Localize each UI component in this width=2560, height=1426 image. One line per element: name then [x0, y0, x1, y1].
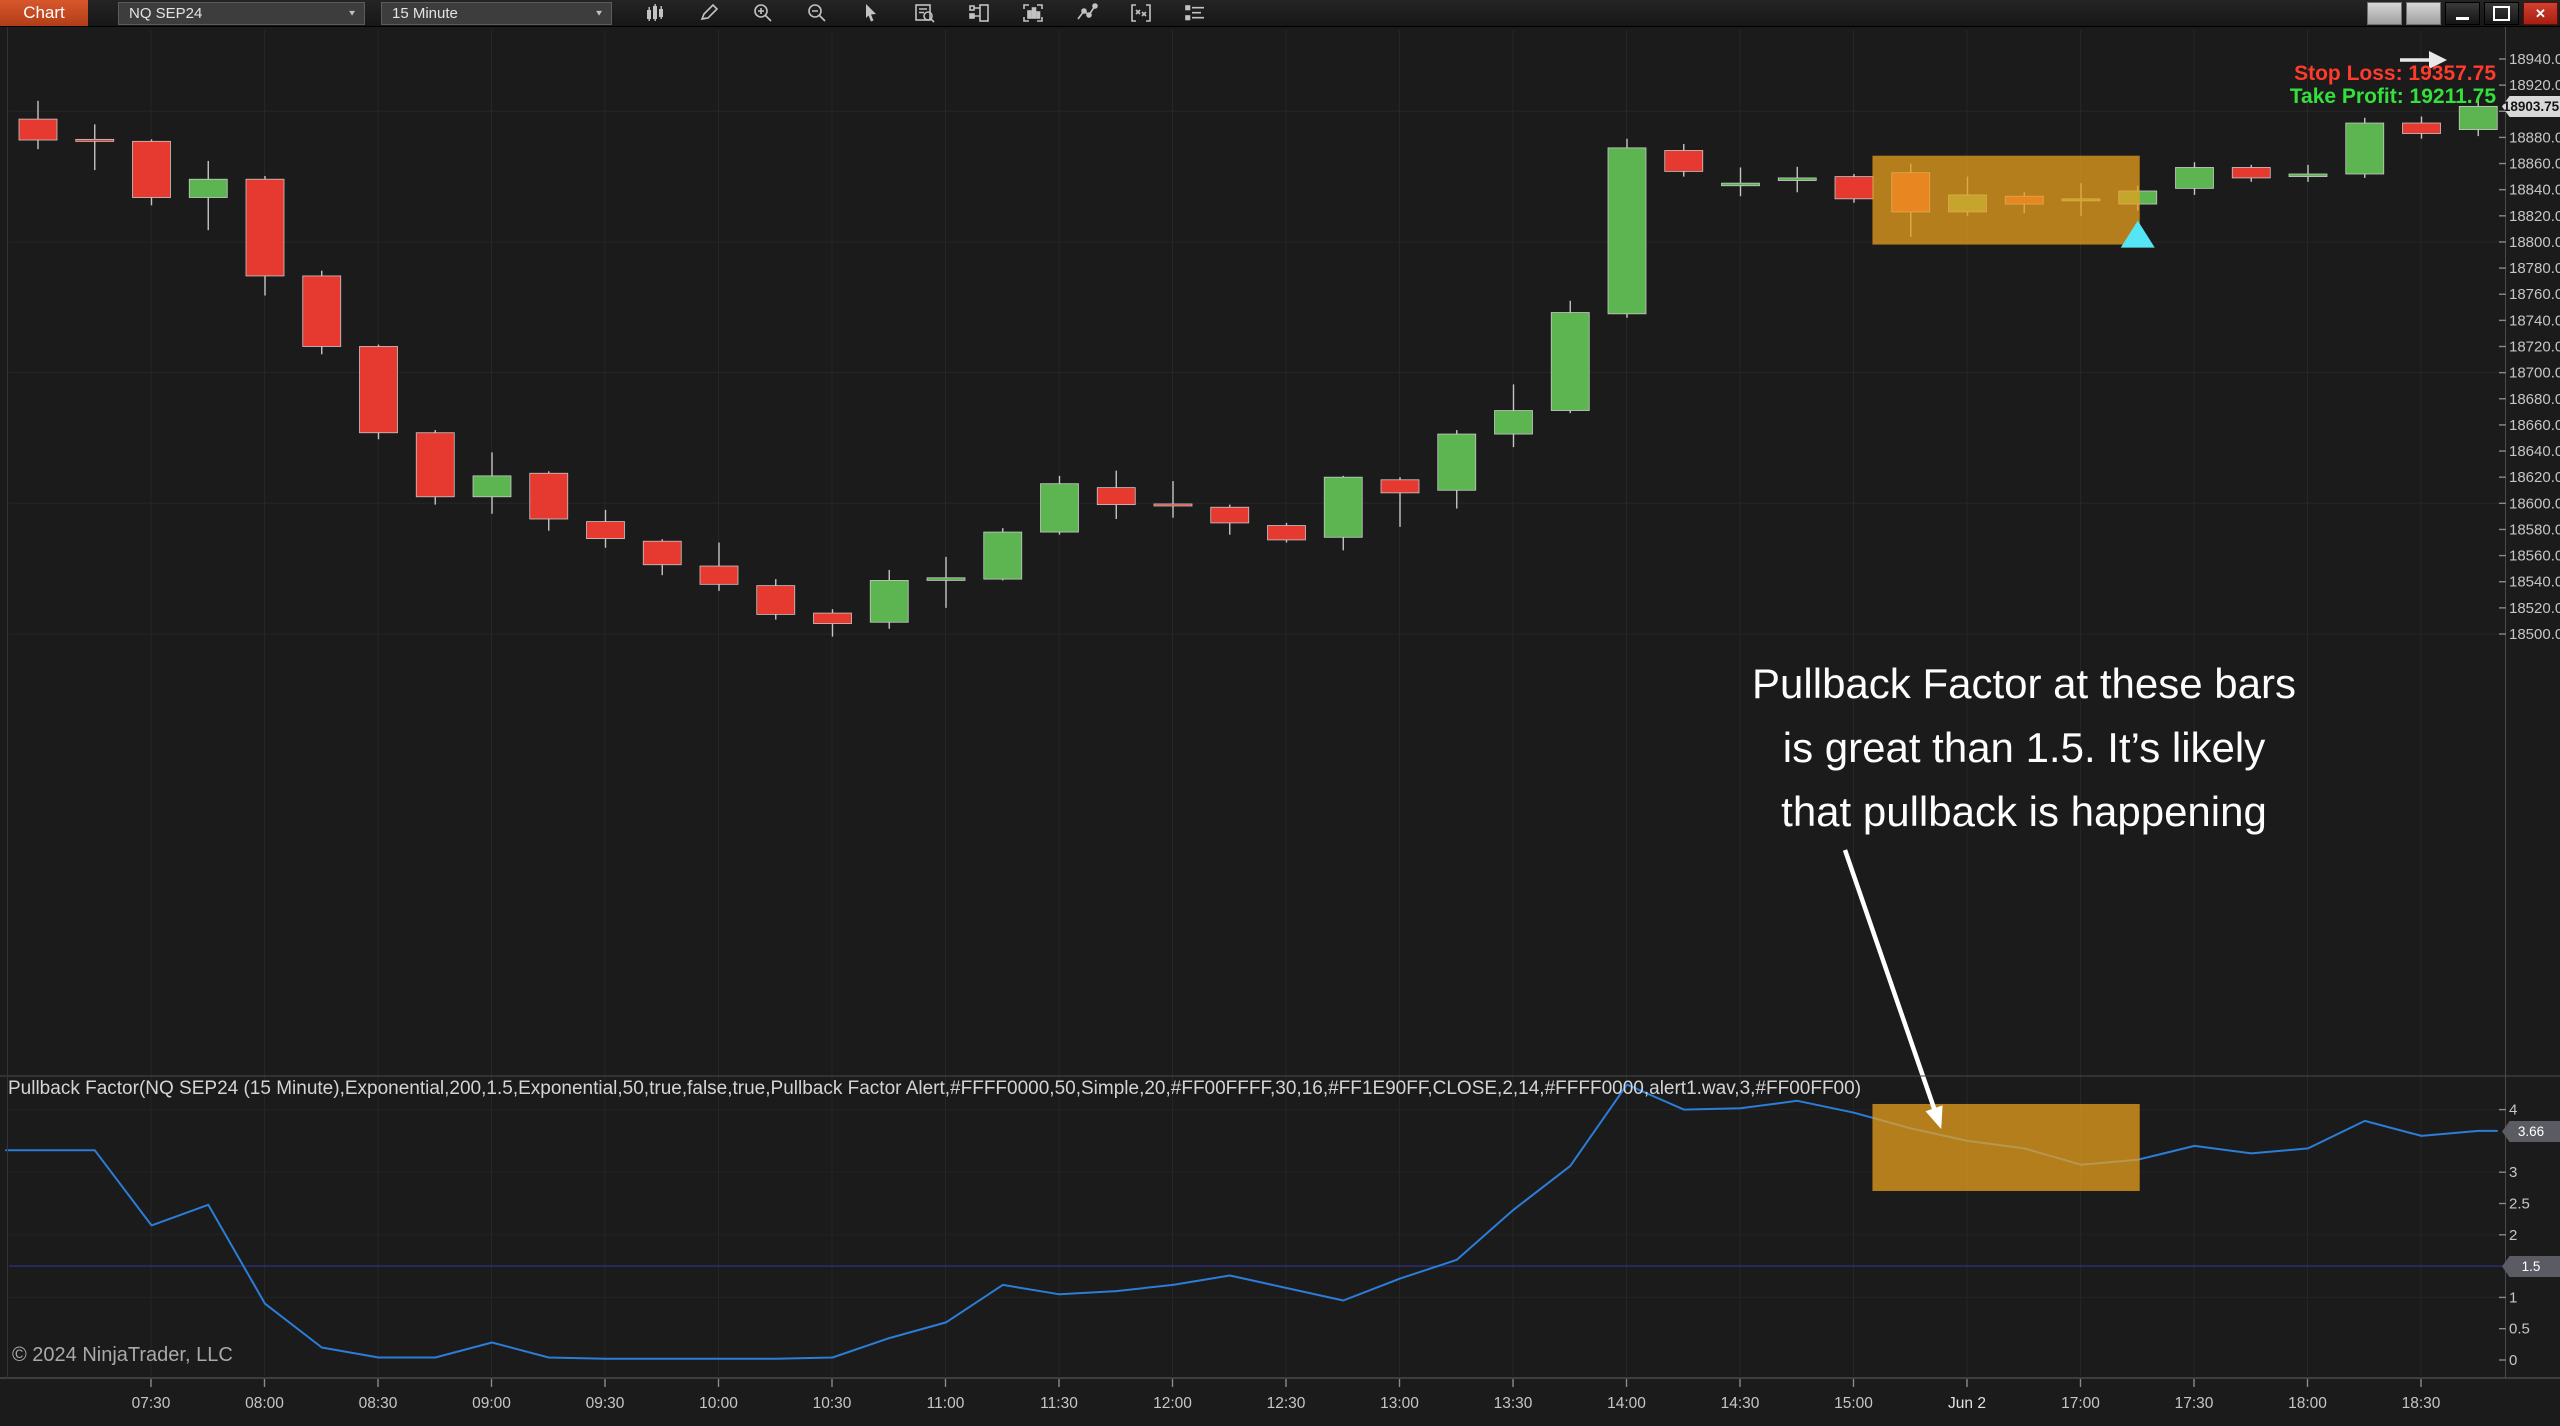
- svg-text:Jun 2: Jun 2: [1948, 1395, 1986, 1412]
- svg-text:13:00: 13:00: [1380, 1395, 1419, 1412]
- zoom-in-icon[interactable]: [748, 2, 778, 24]
- svg-text:18760.00: 18760.00: [2509, 286, 2560, 303]
- svg-text:10:30: 10:30: [813, 1395, 852, 1412]
- maximize-button[interactable]: [2484, 2, 2519, 25]
- svg-text:18740.00: 18740.00: [2509, 312, 2560, 329]
- chevron-down-icon: ▼: [347, 8, 357, 18]
- svg-text:18820.00: 18820.00: [2509, 208, 2560, 225]
- close-icon: ✕: [2535, 5, 2546, 21]
- svg-text:2.5: 2.5: [2509, 1196, 2530, 1213]
- svg-text:18920.00: 18920.00: [2509, 77, 2560, 94]
- svg-text:18780.00: 18780.00: [2509, 260, 2560, 277]
- svg-text:11:30: 11:30: [1040, 1395, 1078, 1412]
- maximize-icon: [2493, 6, 2510, 21]
- svg-text:12:00: 12:00: [1153, 1395, 1192, 1412]
- minimize-icon: [2456, 16, 2469, 20]
- cursor-icon[interactable]: [856, 2, 886, 24]
- timeframe-select[interactable]: 15 Minute ▼: [381, 1, 612, 25]
- candlestick-chart-icon[interactable]: [640, 2, 670, 24]
- instrument-select-value: NQ SEP24: [129, 4, 203, 22]
- object-dock-icon[interactable]: [964, 2, 994, 24]
- svg-text:17:30: 17:30: [2175, 1395, 2214, 1412]
- svg-text:18940.00: 18940.00: [2509, 51, 2560, 68]
- svg-text:08:30: 08:30: [359, 1395, 398, 1412]
- list-menu-icon[interactable]: [1180, 2, 1210, 24]
- zoom-out-icon[interactable]: [802, 2, 832, 24]
- toolbar-icons: [640, 2, 1234, 24]
- svg-text:17:00: 17:00: [2061, 1395, 2100, 1412]
- svg-text:18700.00: 18700.00: [2509, 365, 2560, 382]
- chevron-down-icon: ▼: [594, 8, 604, 18]
- window-controls: ✕: [2367, 2, 2558, 25]
- svg-text:15:00: 15:00: [1834, 1395, 1873, 1412]
- svg-text:10:00: 10:00: [699, 1395, 738, 1412]
- svg-text:08:00: 08:00: [245, 1395, 284, 1412]
- svg-text:13:30: 13:30: [1494, 1395, 1533, 1412]
- svg-text:18640.00: 18640.00: [2509, 443, 2560, 460]
- svg-text:18800.00: 18800.00: [2509, 234, 2560, 251]
- svg-text:18880.00: 18880.00: [2509, 129, 2560, 146]
- svg-text:18860.00: 18860.00: [2509, 156, 2560, 173]
- svg-text:14:30: 14:30: [1721, 1395, 1760, 1412]
- svg-text:07:30: 07:30: [132, 1395, 171, 1412]
- svg-text:18:00: 18:00: [2288, 1395, 2327, 1412]
- window-gray-button-1[interactable]: [2367, 2, 2402, 25]
- close-button[interactable]: ✕: [2523, 2, 2558, 25]
- svg-text:18720.00: 18720.00: [2509, 338, 2560, 355]
- data-box-icon[interactable]: [910, 2, 940, 24]
- svg-text:0.5: 0.5: [2509, 1321, 2530, 1338]
- svg-text:09:00: 09:00: [472, 1395, 511, 1412]
- indicator-line-icon[interactable]: [1072, 2, 1102, 24]
- svg-text:18540.00: 18540.00: [2509, 574, 2560, 591]
- strategy-icon[interactable]: [1126, 2, 1156, 24]
- svg-text:12:30: 12:30: [1267, 1395, 1306, 1412]
- instrument-select[interactable]: NQ SEP24 ▼: [118, 1, 365, 25]
- chart-tab[interactable]: Chart: [0, 0, 88, 26]
- pencil-icon[interactable]: [694, 2, 724, 24]
- svg-text:4: 4: [2509, 1102, 2517, 1119]
- svg-text:0: 0: [2509, 1352, 2517, 1369]
- svg-text:18560.00: 18560.00: [2509, 548, 2560, 565]
- minimize-button[interactable]: [2445, 2, 2480, 25]
- svg-text:18600.00: 18600.00: [2509, 495, 2560, 512]
- toolbar: Chart NQ SEP24 ▼ 15 Minute ▼: [0, 0, 2560, 27]
- svg-text:2: 2: [2509, 1227, 2517, 1244]
- svg-text:18840.00: 18840.00: [2509, 182, 2560, 199]
- svg-text:18520.00: 18520.00: [2509, 600, 2560, 617]
- timeframe-select-value: 15 Minute: [392, 4, 458, 22]
- svg-text:11:00: 11:00: [927, 1395, 965, 1412]
- svg-text:18500.00: 18500.00: [2509, 626, 2560, 643]
- svg-text:1: 1: [2509, 1289, 2517, 1306]
- svg-text:18620.00: 18620.00: [2509, 469, 2560, 486]
- svg-text:18660.00: 18660.00: [2509, 417, 2560, 434]
- svg-text:18900.00: 18900.00: [2509, 103, 2560, 120]
- svg-text:18580.00: 18580.00: [2509, 521, 2560, 538]
- chart-panel-icon[interactable]: [1018, 2, 1048, 24]
- svg-text:18:30: 18:30: [2402, 1395, 2441, 1412]
- svg-text:14:00: 14:00: [1607, 1395, 1646, 1412]
- svg-text:3: 3: [2509, 1164, 2517, 1181]
- svg-text:09:30: 09:30: [586, 1395, 625, 1412]
- svg-text:18680.00: 18680.00: [2509, 391, 2560, 408]
- window-gray-button-2[interactable]: [2406, 2, 2441, 25]
